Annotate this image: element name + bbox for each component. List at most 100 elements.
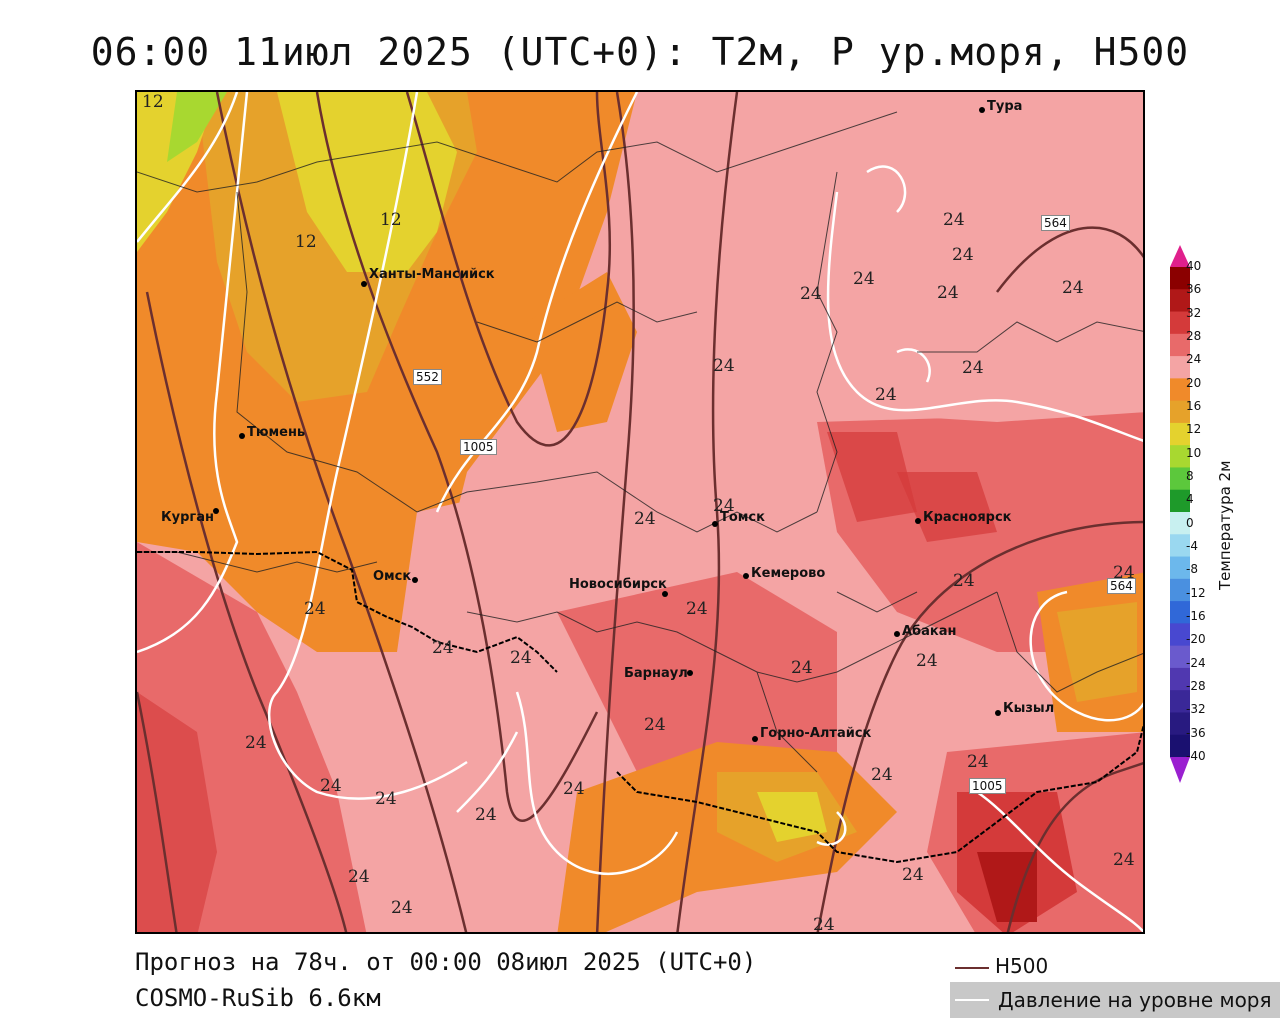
temp-label: 24	[953, 571, 975, 591]
city-dot	[213, 508, 219, 514]
colorbar-tick-label: -40	[1186, 749, 1206, 763]
city-label: Омск	[373, 569, 412, 584]
colorbar-segment	[1170, 267, 1190, 290]
city-label: Абакан	[902, 624, 957, 639]
colorbar-tick-label: 12	[1186, 422, 1202, 437]
colorbar-segment	[1170, 512, 1190, 535]
temp-label: 24	[563, 779, 585, 799]
colorbar-tick-label: 20	[1186, 375, 1202, 390]
colorbar-tick-label: 4	[1186, 492, 1194, 507]
colorbar-tick-label: -8	[1186, 562, 1198, 577]
city-dot	[752, 736, 758, 742]
h500-contour-label: 564	[1107, 578, 1136, 594]
city-label: Тюмень	[247, 425, 306, 440]
colorbar-tick-label: 16	[1186, 399, 1202, 413]
colorbar-segment	[1170, 400, 1190, 424]
pressure-legend-label: Давление на уровне моря	[998, 988, 1272, 1012]
colorbar-tick-label: -28	[1186, 679, 1206, 693]
city-dot	[712, 521, 718, 527]
h500-legend: H500	[955, 954, 1048, 978]
colorbar-tick-label: -12	[1186, 585, 1206, 600]
city-dot	[239, 433, 245, 439]
temp-label: 24	[304, 599, 326, 619]
city-label: Красноярск	[923, 510, 1012, 525]
colorbar-segment	[1170, 578, 1190, 602]
temp-label: 24	[391, 898, 413, 918]
city-label: Томск	[720, 510, 765, 525]
temp-label: 12	[295, 232, 317, 252]
temp-label: 24	[937, 283, 959, 303]
temp-label: 24	[943, 210, 965, 230]
colorbar-segment	[1170, 645, 1190, 669]
h500-line-swatch	[955, 966, 989, 969]
city-dot	[894, 631, 900, 637]
map-title: 06:00 11июл 2025 (UTC+0): T2м, P ур.моря…	[90, 30, 1190, 74]
temp-label: 24	[348, 867, 370, 887]
temp-label: 24	[320, 776, 342, 796]
city-label: Тура	[987, 99, 1023, 114]
city-dot	[687, 670, 693, 676]
colorbar-segment	[1170, 311, 1190, 335]
h500-legend-label: H500	[995, 954, 1049, 978]
colorbar-tick-label: 24	[1186, 352, 1202, 367]
city-label: Кызыл	[1003, 701, 1055, 716]
temp-label: 24	[475, 805, 497, 825]
colorbar-segment	[1170, 556, 1190, 580]
pressure-line-swatch	[955, 999, 989, 1001]
temp-label: 24	[1062, 278, 1084, 298]
colorbar-tick-label: -4	[1186, 539, 1198, 553]
temp-label: 24	[510, 648, 532, 668]
temp-label: 24	[634, 509, 656, 529]
colorbar-tick-label: -16	[1186, 609, 1206, 623]
city-dot	[743, 573, 749, 579]
temp-label: 12	[142, 92, 164, 112]
temp-label: 24	[800, 284, 822, 304]
colorbar-segment	[1170, 467, 1190, 491]
city-label: Горно-Алтайск	[760, 726, 872, 741]
temp-label: 24	[245, 733, 267, 753]
colorbar-segment	[1170, 690, 1190, 713]
colorbar-tick-label: 32	[1186, 305, 1202, 320]
colorbar-tick-label: 0	[1186, 515, 1194, 530]
colorbar-tick-label: 28	[1186, 329, 1202, 343]
colorbar-segment	[1170, 712, 1190, 736]
temp-label: 24	[967, 752, 989, 772]
colorbar-segment	[1170, 667, 1190, 691]
colorbar-tick-label: -36	[1186, 725, 1206, 740]
temp-label: 24	[375, 789, 397, 809]
temp-label: 24	[962, 358, 984, 378]
colorbar-segment	[1170, 445, 1190, 468]
temp-label: 24	[686, 599, 708, 619]
city-label: Барнаул	[624, 666, 688, 681]
colorbar-tick-label: 40	[1186, 259, 1202, 273]
colorbar-segment	[1170, 378, 1190, 402]
colorbar-title: Температура 2м	[1216, 460, 1234, 590]
colorbar-tick-label: 36	[1186, 282, 1202, 297]
colorbar-tick-label: -24	[1186, 655, 1206, 670]
temp-label: 24	[432, 638, 454, 658]
model-info: COSMO-RuSib 6.6км	[135, 984, 381, 1012]
map-canvas	[137, 92, 1143, 932]
temp-label: 24	[952, 245, 974, 265]
city-dot	[995, 710, 1001, 716]
city-dot	[979, 107, 985, 113]
h500-contour-label: 564	[1041, 215, 1070, 231]
city-label: Кемерово	[751, 566, 826, 581]
colorbar-segment	[1170, 489, 1190, 513]
pressure-legend: Давление на уровне моря	[950, 982, 1280, 1018]
temp-label: 24	[916, 651, 938, 671]
temp-label: 24	[1113, 563, 1135, 583]
city-label: Новосибирск	[569, 577, 667, 592]
temp-label: 12	[380, 210, 402, 230]
weather-map: Тура Ханты-Мансийск Тюмень Курган Омск Н…	[135, 90, 1145, 934]
colorbar-segment	[1170, 356, 1190, 379]
colorbar-segment	[1170, 289, 1190, 313]
temp-label: 24	[902, 865, 924, 885]
city-dot	[412, 577, 418, 583]
city-label: Курган	[161, 510, 214, 525]
colorbar-tick-label: 8	[1186, 469, 1194, 483]
colorbar-segment	[1170, 422, 1190, 446]
temp-label: 24	[813, 915, 835, 934]
colorbar-bottom-arrow	[1170, 757, 1190, 783]
colorbar-tick-label: -32	[1186, 702, 1206, 717]
